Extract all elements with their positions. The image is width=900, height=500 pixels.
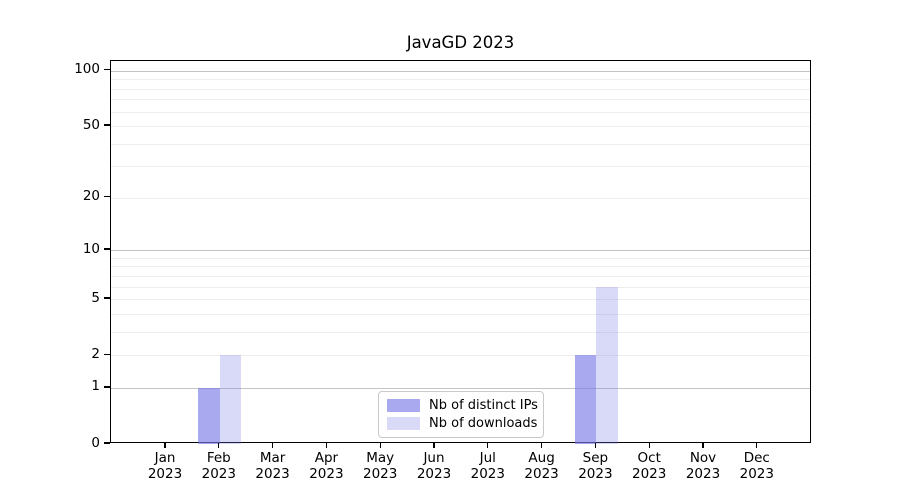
x-tick-mark [433, 443, 435, 448]
gridline-minor [111, 257, 810, 259]
x-tick-year: 2023 [739, 466, 774, 482]
x-tick-month: Apr [314, 450, 339, 466]
gridline-minor [111, 355, 810, 357]
gridline-minor [111, 88, 810, 90]
x-tick-month: Jul [479, 450, 496, 466]
x-tick-month: Nov [689, 450, 717, 466]
x-tick-label: Mar 2023 [241, 450, 305, 482]
x-tick-mark [218, 443, 220, 448]
y-tick-label: 50 [82, 116, 100, 133]
y-tick-mark [104, 196, 110, 198]
gridline-minor [111, 126, 810, 127]
x-tick-mark [702, 443, 704, 448]
x-tick-year: 2023 [524, 466, 559, 482]
gridline-minor [111, 166, 810, 168]
x-tick-label: Oct 2023 [617, 450, 681, 482]
gridline-minor [111, 79, 810, 81]
x-tick-mark [379, 443, 381, 448]
y-tick-label: 0 [91, 434, 100, 451]
x-tick-month: Mar [259, 450, 286, 466]
x-tick-label: Aug 2023 [510, 450, 574, 482]
x-tick-year: 2023 [685, 466, 721, 482]
x-tick-mark [756, 443, 758, 448]
y-tick-mark [104, 442, 110, 444]
gridline-minor [111, 266, 810, 268]
x-tick-year: 2023 [201, 466, 236, 482]
y-tick-mark [104, 297, 110, 299]
legend: Nb of distinct IPs Nb of downloads [378, 391, 544, 438]
gridline-major [111, 250, 810, 252]
x-tick-year: 2023 [470, 466, 505, 482]
y-tick-mark [104, 69, 110, 71]
x-tick-month: Dec [743, 450, 770, 466]
legend-swatch [387, 399, 420, 412]
legend-label: Nb of downloads [429, 416, 538, 431]
x-tick-label: Sep 2023 [563, 450, 627, 482]
gridline-minor [111, 99, 810, 101]
x-tick-year: 2023 [416, 466, 452, 482]
bar-nb-of-distinct-ips [574, 355, 597, 444]
x-tick-label: Dec 2023 [725, 450, 789, 482]
gridline-minor [111, 275, 810, 277]
legend-entry: Nb of distinct IPs [387, 398, 538, 413]
x-tick-label: Apr 2023 [294, 450, 358, 482]
legend-entry: Nb of downloads [387, 416, 538, 431]
x-tick-month: Jan [154, 450, 176, 466]
gridline-minor [111, 143, 810, 145]
y-tick-label: 100 [74, 61, 100, 78]
y-tick-mark [104, 386, 110, 388]
y-tick-label: 1 [91, 378, 100, 395]
y-tick-label: 5 [91, 289, 100, 306]
x-tick-mark [487, 443, 489, 448]
plot-area [110, 60, 811, 444]
chart-title: JavaGD 2023 [406, 33, 515, 52]
x-tick-month: Jun [423, 450, 445, 466]
x-tick-mark [164, 443, 166, 448]
gridline-major [111, 387, 810, 389]
gridline-major [111, 70, 810, 72]
x-tick-month: Feb [206, 450, 231, 466]
bar-nb-of-distinct-ips [198, 387, 220, 444]
y-tick-mark [104, 353, 110, 355]
x-tick-label: Nov 2023 [671, 450, 735, 482]
y-tick-mark [104, 248, 110, 250]
x-tick-label: Feb 2023 [187, 450, 251, 482]
x-tick-mark [271, 443, 274, 448]
x-tick-label: Jun 2023 [402, 450, 466, 482]
x-tick-mark [325, 443, 328, 448]
x-tick-year: 2023 [363, 466, 398, 482]
gridline-minor [111, 299, 810, 301]
x-tick-year: 2023 [632, 466, 667, 482]
x-tick-year: 2023 [578, 466, 613, 482]
x-tick-month: Aug [528, 450, 555, 466]
x-tick-mark [648, 443, 650, 448]
x-tick-month: Oct [637, 450, 661, 466]
gridline-minor [111, 331, 810, 333]
y-tick-label: 20 [82, 188, 100, 205]
x-tick-year: 2023 [255, 466, 290, 482]
x-tick-mark [540, 443, 543, 448]
gridline-minor [111, 286, 810, 288]
x-tick-year: 2023 [309, 466, 344, 482]
gridline-minor [111, 313, 810, 315]
x-tick-mark [594, 443, 597, 448]
x-tick-label: May 2023 [348, 450, 412, 482]
x-tick-label: Jul 2023 [456, 450, 520, 482]
x-tick-label: Jan 2023 [133, 450, 197, 482]
legend-label: Nb of distinct IPs [429, 398, 538, 413]
bar-nb-of-downloads [596, 286, 618, 444]
x-tick-month: May [366, 450, 395, 466]
y-tick-label: 2 [91, 345, 100, 362]
x-tick-month: Sep [582, 450, 609, 466]
legend-swatch [387, 417, 420, 430]
gridline-minor [111, 197, 810, 199]
bar-nb-of-downloads [219, 355, 242, 444]
x-tick-year: 2023 [147, 466, 183, 482]
y-tick-label: 10 [82, 240, 100, 257]
gridline-minor [111, 111, 810, 113]
y-tick-mark [104, 124, 110, 126]
